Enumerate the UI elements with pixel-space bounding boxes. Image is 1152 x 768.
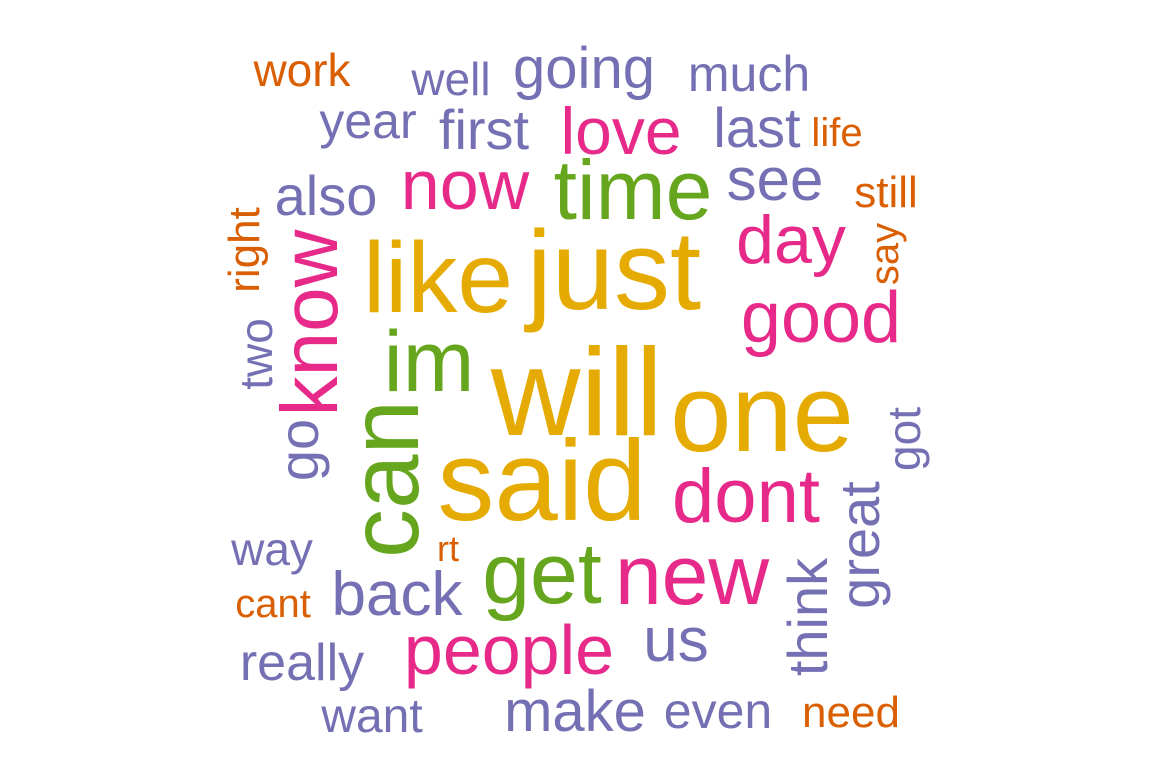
- word-going: going: [513, 36, 655, 101]
- word-think: think: [776, 557, 839, 677]
- word-time: time: [553, 143, 713, 237]
- word-will: will: [490, 324, 664, 462]
- word-one: one: [670, 352, 854, 475]
- word-back: back: [331, 560, 463, 629]
- word-love: love: [560, 94, 682, 168]
- word-two: two: [230, 318, 282, 390]
- word-life: life: [811, 111, 863, 155]
- word-work: work: [253, 44, 351, 96]
- word-much: much: [687, 46, 811, 102]
- word-got: got: [878, 407, 930, 471]
- word-really: really: [239, 634, 365, 692]
- word-us: us: [643, 606, 709, 675]
- word-right: right: [220, 207, 269, 293]
- word-also: also: [274, 164, 378, 227]
- word-like: like: [362, 222, 514, 334]
- word-get: get: [482, 526, 602, 622]
- word-make: make: [504, 679, 646, 744]
- word-im: im: [383, 314, 475, 410]
- word-year: year: [319, 93, 417, 149]
- word-people: people: [403, 611, 615, 689]
- word-said: said: [437, 418, 647, 545]
- word-even: even: [663, 683, 773, 739]
- word-can: can: [329, 399, 439, 559]
- word-still: still: [854, 168, 918, 217]
- word-day: day: [736, 202, 846, 278]
- word-just: just: [526, 208, 702, 333]
- word-go: go: [267, 418, 330, 482]
- word-rt: rt: [437, 528, 459, 569]
- word-now: now: [400, 146, 530, 224]
- word-good: good: [740, 278, 902, 358]
- word-know: know: [265, 229, 354, 417]
- word-want: want: [321, 690, 423, 743]
- word-say: say: [863, 222, 907, 286]
- word-need: need: [802, 688, 900, 737]
- word-see: see: [726, 146, 824, 213]
- word-cant: cant: [235, 582, 311, 626]
- word-dont: dont: [672, 454, 820, 539]
- word-last: last: [713, 96, 801, 159]
- word-great: great: [828, 481, 891, 609]
- word-new: new: [614, 528, 770, 622]
- word-well: well: [411, 53, 491, 105]
- word-way: way: [231, 523, 313, 575]
- word-first: first: [438, 98, 530, 161]
